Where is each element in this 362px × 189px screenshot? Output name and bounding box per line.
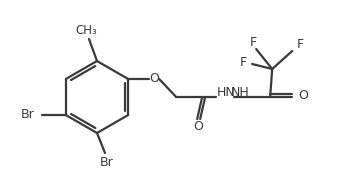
Text: F: F <box>240 56 247 68</box>
Text: O: O <box>193 119 203 132</box>
Text: O: O <box>149 73 159 85</box>
Text: O: O <box>298 89 308 102</box>
Text: CH₃: CH₃ <box>75 25 97 37</box>
Text: HN: HN <box>217 85 236 98</box>
Text: NH: NH <box>231 85 249 98</box>
Text: Br: Br <box>21 108 35 122</box>
Text: F: F <box>297 39 304 51</box>
Text: F: F <box>250 36 257 50</box>
Text: Br: Br <box>100 156 114 169</box>
